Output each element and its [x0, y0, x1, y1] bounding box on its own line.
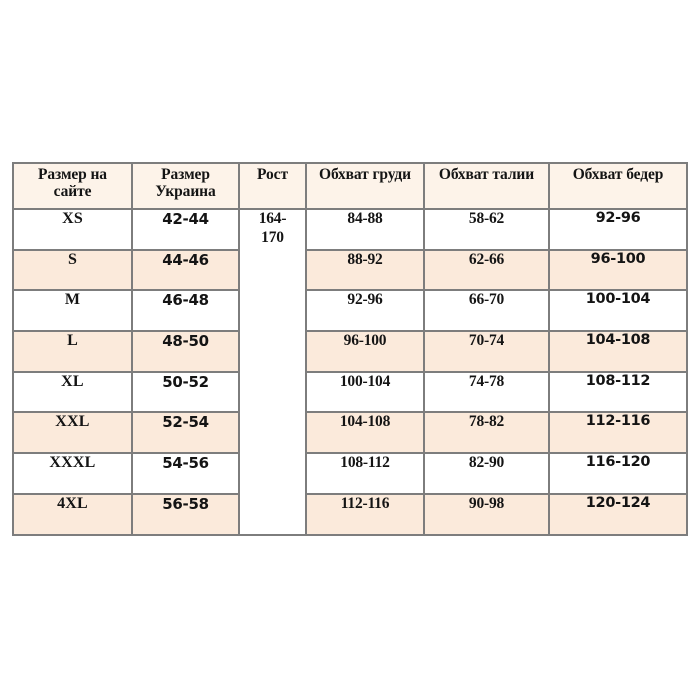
cell-chest: 112-116 [305, 492, 425, 536]
table-row: M 46-48 92-96 66-70 100-104 [12, 289, 688, 333]
cell-chest: 96-100 [305, 330, 425, 373]
header-row: Размер на сайте Размер Украина Рост Обхв… [12, 162, 688, 210]
cell-waist: 66-70 [423, 289, 550, 333]
cell-chest: 108-112 [305, 452, 425, 495]
cell-ua-size: 48-50 [131, 330, 240, 373]
cell-chest: 84-88 [305, 208, 425, 251]
cell-hips: 120-124 [548, 492, 688, 536]
cell-waist: 58-62 [423, 208, 550, 251]
header-site-size-line2: сайте [53, 182, 92, 200]
header-height-line1: Рост [257, 166, 288, 183]
cell-waist: 82-90 [423, 452, 550, 495]
cell-site-size: XXXL [12, 452, 133, 495]
cell-height-line1: 164- [258, 210, 287, 227]
table-row: L 48-50 96-100 70-74 104-108 [12, 330, 688, 373]
cell-waist: 90-98 [423, 492, 550, 536]
cell-height-line2: 170 [261, 228, 284, 246]
cell-waist: 70-74 [423, 330, 550, 373]
cell-ua-size: 46-48 [131, 289, 240, 333]
cell-height-merged: 164- 170 [238, 208, 307, 536]
column-header-site-size: Размер на сайте [12, 162, 133, 210]
cell-ua-size: 42-44 [131, 208, 240, 251]
header-chest-line1: Обхват груди [319, 166, 411, 183]
cell-site-size: L [12, 330, 133, 373]
cell-hips: 104-108 [548, 330, 688, 373]
cell-waist: 78-82 [423, 411, 550, 455]
table-row: XXXL 54-56 108-112 82-90 116-120 [12, 452, 688, 495]
table-row: XXL 52-54 104-108 78-82 112-116 [12, 411, 688, 455]
cell-hips: 100-104 [548, 289, 688, 333]
header-hips-line1: Обхват бедер [572, 166, 664, 183]
column-header-hips: Обхват бедер [548, 162, 688, 210]
table-body: XS 42-44 164- 170 84-88 58-62 92-96 S 44-46 88-92… [12, 208, 688, 536]
column-header-ua-size: Размер Украина [131, 162, 240, 210]
cell-ua-size: 50-52 [131, 370, 240, 414]
cell-site-size: XXL [12, 411, 133, 455]
cell-site-size: XS [12, 208, 133, 251]
cell-hips: 92-96 [548, 208, 688, 251]
cell-site-size: S [12, 248, 133, 292]
column-header-chest: Обхват груди [305, 162, 425, 210]
size-chart-table: Размер на сайте Размер Украина Рост Обхв… [12, 162, 688, 536]
cell-ua-size: 56-58 [131, 492, 240, 536]
cell-chest: 88-92 [305, 248, 425, 292]
cell-hips: 112-116 [548, 411, 688, 455]
cell-ua-size: 44-46 [131, 248, 240, 292]
cell-site-size: M [12, 289, 133, 333]
table-row: S 44-46 88-92 62-66 96-100 [12, 248, 688, 292]
header-waist-line1: Обхват талии [438, 166, 535, 183]
table-row: XS 42-44 164- 170 84-88 58-62 92-96 [12, 208, 688, 536]
header-ua-size-line2: Украина [155, 182, 216, 200]
column-header-waist: Обхват талии [423, 162, 550, 210]
size-chart-container: Размер на сайте Размер Украина Рост Обхв… [12, 162, 688, 536]
table-header: Размер на сайте Размер Украина Рост Обхв… [12, 162, 688, 210]
cell-waist: 74-78 [423, 370, 550, 414]
cell-chest: 104-108 [305, 411, 425, 455]
cell-hips: 96-100 [548, 248, 688, 292]
header-ua-size-line1: Размер [161, 166, 210, 183]
cell-waist: 62-66 [423, 248, 550, 292]
cell-hips: 108-112 [548, 370, 688, 414]
cell-site-size: XL [12, 370, 133, 414]
table-row: XL 50-52 100-104 74-78 108-112 [12, 370, 688, 414]
cell-site-size: 4XL [12, 492, 133, 536]
cell-hips: 116-120 [548, 452, 688, 495]
cell-ua-size: 54-56 [131, 452, 240, 495]
cell-chest: 100-104 [305, 370, 425, 414]
cell-chest: 92-96 [305, 289, 425, 333]
cell-ua-size: 52-54 [131, 411, 240, 455]
table-row: 4XL 56-58 112-116 90-98 120-124 [12, 492, 688, 536]
header-site-size-line1: Размер на [38, 166, 107, 183]
column-header-height: Рост [238, 162, 307, 210]
